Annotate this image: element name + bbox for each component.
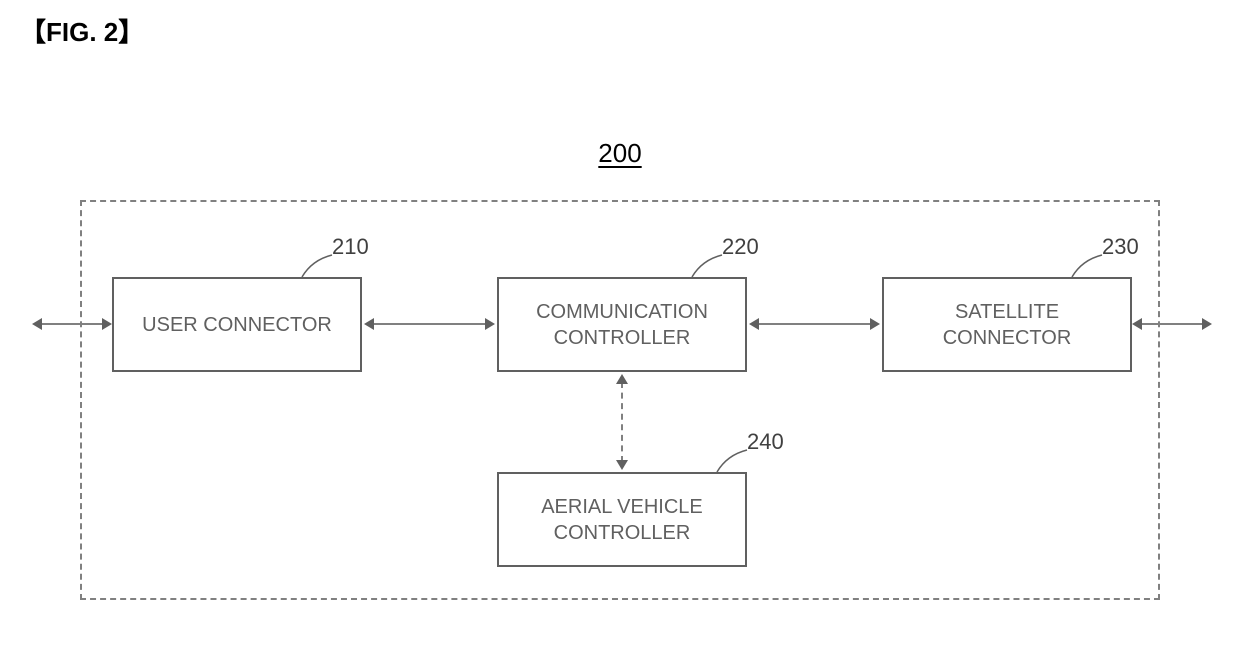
arrow-head-ext-left-l (32, 318, 42, 330)
arrow-external-right (1134, 323, 1202, 325)
arrow-head-ext-right-r (1202, 318, 1212, 330)
arrow-head-ca-d (616, 460, 628, 470)
arrow-head-uc-r (485, 318, 495, 330)
leader-210 (297, 252, 342, 282)
aerial-vehicle-controller-box: AERIAL VEHICLECONTROLLER (497, 472, 747, 567)
arrow-head-cs-r (870, 318, 880, 330)
leader-220 (687, 252, 732, 282)
arrow-comm-aerial (621, 382, 623, 462)
user-connector-label: USER CONNECTOR (142, 312, 332, 338)
arrow-head-uc-l (364, 318, 374, 330)
leader-240 (712, 447, 757, 477)
satellite-connector-label: SATELLITECONNECTOR (943, 299, 1072, 351)
arrow-head-ext-left-r (102, 318, 112, 330)
arrow-head-ca-u (616, 374, 628, 384)
leader-230 (1067, 252, 1112, 282)
communication-controller-label: COMMUNICATIONCONTROLLER (536, 299, 708, 351)
user-connector-box: USER CONNECTOR (112, 277, 362, 372)
figure-label: 【FIG. 2】 (20, 12, 144, 49)
arrow-head-ext-right-l (1132, 318, 1142, 330)
arrow-comm-sat (757, 323, 872, 325)
arrow-external-left (42, 323, 110, 325)
aerial-vehicle-controller-label: AERIAL VEHICLECONTROLLER (541, 494, 703, 546)
arrow-user-comm (372, 323, 487, 325)
arrow-head-cs-l (749, 318, 759, 330)
main-reference-number: 200 (598, 138, 641, 169)
diagram-container: USER CONNECTOR COMMUNICATIONCONTROLLER S… (80, 200, 1160, 600)
communication-controller-box: COMMUNICATIONCONTROLLER (497, 277, 747, 372)
satellite-connector-box: SATELLITECONNECTOR (882, 277, 1132, 372)
